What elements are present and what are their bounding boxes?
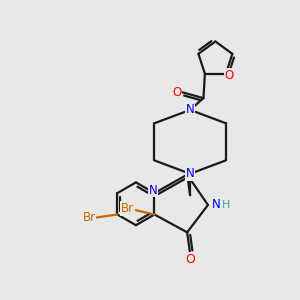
Text: O: O xyxy=(172,86,181,99)
Text: N: N xyxy=(186,103,194,116)
Text: H: H xyxy=(222,200,231,210)
Text: Br: Br xyxy=(82,211,96,224)
Text: O: O xyxy=(225,69,234,82)
Text: N: N xyxy=(186,167,194,180)
Text: Br: Br xyxy=(121,202,134,215)
Text: O: O xyxy=(185,253,195,266)
Text: N: N xyxy=(212,199,221,212)
Text: N: N xyxy=(148,184,157,196)
